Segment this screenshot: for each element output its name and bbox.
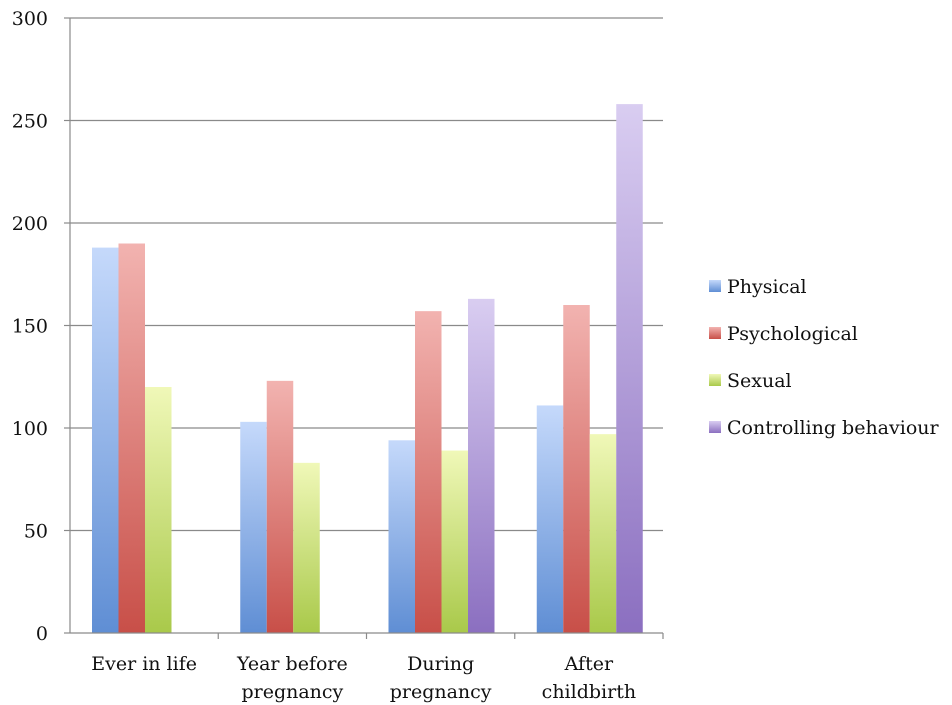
x-tick-label: childbirth [542,681,636,703]
y-tick-label: 150 [12,316,48,338]
legend-swatch [709,374,721,386]
legend-label: Sexual [727,370,792,392]
bar [92,247,119,633]
bar [240,421,267,633]
bar [536,405,564,633]
y-tick-label: 100 [12,418,48,440]
y-axis-ticks: 0 50 100 150 200 250 300 [12,8,70,645]
x-tick-label: pregnancy [390,681,492,703]
x-tick-label: Ever in life [91,653,197,675]
x-tick-label: After [564,653,614,675]
bar [388,440,415,633]
x-tick-label: During [407,653,474,675]
bar [468,298,495,633]
legend-swatch [709,280,721,292]
bar [118,243,145,633]
legend-label: Controlling behaviour [727,417,939,439]
x-tick-label: Year before [236,653,348,675]
legend: Physical Psychological Sexual Controlling b… [709,276,939,439]
y-tick-label: 0 [36,623,48,645]
bar [415,311,442,633]
bar [441,450,468,633]
legend-label: Physical [727,276,807,298]
legend-label: Psychological [727,323,858,345]
y-tick-label: 50 [24,521,48,543]
bar [266,380,294,633]
y-tick-label: 300 [12,8,48,30]
bar [293,462,320,633]
bar [616,104,643,634]
bar [589,434,617,633]
x-axis-ticks: Ever in life Year before pregnancy During pr… [91,633,664,703]
y-tick-label: 200 [12,213,48,235]
bars [92,104,643,634]
bar [563,305,590,633]
x-tick-label: pregnancy [241,681,343,703]
legend-swatch [709,327,721,339]
y-tick-label: 250 [12,111,48,133]
legend-swatch [709,421,721,433]
bar [145,387,172,633]
